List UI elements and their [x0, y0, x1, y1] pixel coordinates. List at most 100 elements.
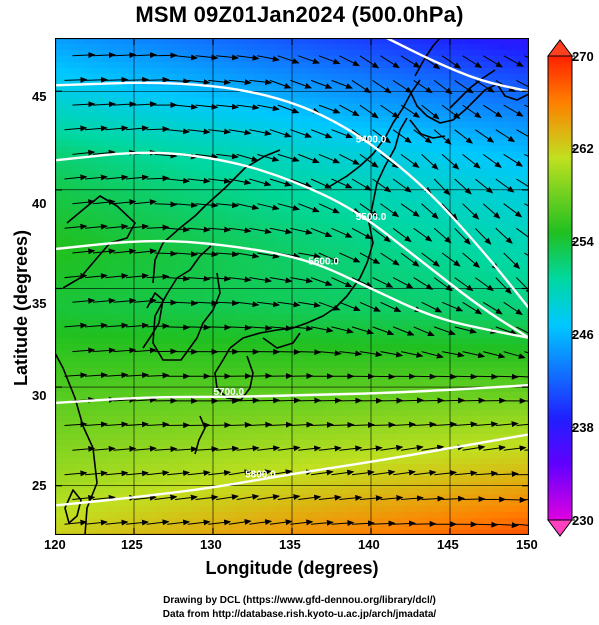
wind-arrow: [249, 227, 272, 235]
wind-arrow: [72, 297, 96, 304]
wind-arrow: [462, 252, 481, 268]
wind-arrow: [454, 421, 478, 428]
wind-arrow: [516, 375, 529, 378]
wind-arrow: [84, 125, 108, 132]
x-tick-label: 145: [437, 537, 459, 552]
wind-arrow: [454, 373, 478, 380]
wind-arrow: [105, 76, 129, 83]
wind-arrow: [495, 277, 512, 295]
wind-arrow: [257, 55, 280, 62]
wind-arrow: [187, 226, 211, 233]
wind-arrow: [393, 469, 416, 476]
wind-arrow: [359, 203, 379, 217]
wind-arrow: [113, 199, 137, 206]
wind-arrow: [72, 52, 96, 59]
wind-arrow: [351, 178, 372, 191]
wind-arrow: [228, 227, 252, 234]
wind-arrow: [318, 445, 342, 452]
wind-arrow: [126, 470, 149, 477]
wind-arrow: [380, 252, 400, 266]
wind-arrow: [195, 153, 219, 160]
wind-arrow: [146, 323, 170, 330]
wind-arrow: [462, 55, 483, 69]
wind-arrow: [434, 470, 458, 477]
wind-arrow: [113, 101, 137, 108]
wind-arrow: [84, 470, 108, 477]
wind-arrow: [228, 129, 252, 136]
wind-arrow: [380, 153, 399, 169]
wind-arrow: [462, 301, 483, 315]
wind-arrow: [413, 373, 437, 380]
wind-arrow: [516, 423, 529, 426]
wind-arrow: [339, 104, 360, 117]
wind-arrow: [318, 104, 341, 114]
y-tick-label: 25: [32, 478, 47, 493]
wind-arrow: [372, 373, 396, 380]
wind-arrow: [474, 227, 492, 245]
wind-arrow: [400, 153, 420, 168]
wind-arrow: [208, 469, 232, 476]
wind-arrow: [495, 471, 519, 477]
wind-arrow: [339, 445, 363, 452]
wind-arrow: [351, 326, 375, 335]
wind-arrow: [167, 470, 191, 477]
wind-arrow: [310, 227, 333, 237]
wind-arrow: [72, 494, 96, 501]
wind-arrow: [167, 78, 191, 85]
wind-arrow: [154, 250, 178, 257]
wind-arrow: [216, 300, 240, 307]
wind-arrow: [257, 104, 280, 112]
wind-arrow: [433, 178, 451, 196]
wind-arrow: [475, 373, 499, 380]
wind-arrow: [236, 301, 260, 308]
wind-arrow: [524, 252, 529, 257]
wind-arrow: [195, 103, 219, 110]
wind-arrow: [503, 496, 527, 503]
x-tick-label: 130: [200, 537, 222, 552]
wind-arrow: [475, 521, 499, 528]
wind-arrow: [167, 519, 191, 526]
wind-arrow: [503, 445, 527, 452]
wind-arrow: [359, 104, 379, 119]
colorbar-min-triangle: [547, 519, 573, 537]
wind-arrow: [146, 519, 170, 526]
wind-arrow: [495, 421, 519, 428]
wind-arrow: [524, 104, 529, 108]
wind-arrow: [236, 493, 260, 500]
wind-arrow: [524, 351, 529, 354]
wind-arrow: [195, 494, 219, 501]
wind-arrow: [400, 203, 420, 217]
wind-arrow: [175, 494, 198, 501]
wind-arrow: [167, 226, 191, 233]
wind-arrow: [318, 494, 342, 501]
wind-arrow: [257, 153, 280, 162]
wind-arrow: [433, 80, 453, 95]
wind-arrow: [351, 277, 373, 288]
wind-arrow: [146, 273, 170, 280]
wind-arrow: [126, 125, 149, 132]
wind-arrow: [236, 104, 260, 111]
wind-arrow: [516, 523, 529, 526]
wind-arrow: [277, 494, 301, 501]
wind-arrow: [290, 227, 313, 235]
wind-arrow: [413, 79, 433, 94]
wind-arrow: [331, 178, 353, 189]
wind-arrow: [503, 153, 524, 167]
wind-arrow: [216, 251, 240, 258]
wind-arrow: [516, 326, 529, 334]
wind-arrow: [351, 421, 375, 428]
wind-arrow: [392, 178, 412, 193]
wind-arrow: [187, 275, 211, 282]
wind-arrow: [516, 79, 529, 88]
x-tick-label: 150: [516, 537, 538, 552]
contour-label: 5800.0: [245, 469, 276, 480]
wind-arrow: [495, 129, 516, 143]
wind-arrow: [331, 129, 354, 139]
wind-arrow: [175, 300, 199, 307]
wind-arrow: [105, 273, 129, 280]
wind-arrow: [187, 470, 211, 477]
wind-arrow: [133, 396, 157, 403]
colorbar: [547, 39, 575, 537]
colorbar-tick-label: 254: [572, 234, 594, 249]
wind-arrow: [133, 445, 157, 452]
